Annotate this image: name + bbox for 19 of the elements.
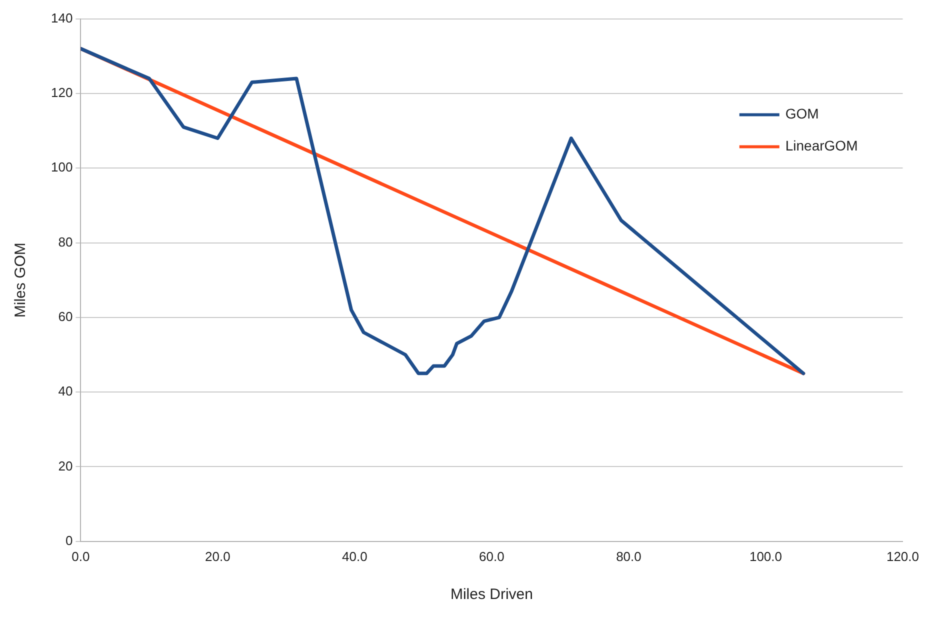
y-tick-label: 60 bbox=[58, 309, 73, 324]
y-tick-label: 40 bbox=[58, 384, 73, 399]
y-axis-title: Miles GOM bbox=[12, 242, 30, 318]
x-tick-label: 20.0 bbox=[205, 548, 230, 564]
x-tick-label: 80.0 bbox=[616, 548, 642, 564]
x-tick-label: 60.0 bbox=[479, 548, 504, 564]
x-tick-label: 40.0 bbox=[342, 548, 368, 564]
y-tick-label: 120 bbox=[50, 85, 73, 100]
x-tick-label: 0.0 bbox=[72, 548, 90, 564]
legend-label: GOM bbox=[785, 106, 819, 122]
y-tick-label: 100 bbox=[50, 160, 73, 175]
y-tick-label: 140 bbox=[50, 10, 73, 26]
x-tick-label: 120.0 bbox=[886, 548, 920, 564]
x-axis-title: Miles Driven bbox=[450, 586, 533, 604]
y-tick-label: 0 bbox=[65, 532, 73, 548]
y-tick-label: 80 bbox=[58, 234, 73, 250]
legend-label: LinearGOM bbox=[785, 138, 858, 154]
x-tick-label: 100.0 bbox=[749, 548, 782, 564]
y-tick-label: 20 bbox=[58, 458, 73, 474]
